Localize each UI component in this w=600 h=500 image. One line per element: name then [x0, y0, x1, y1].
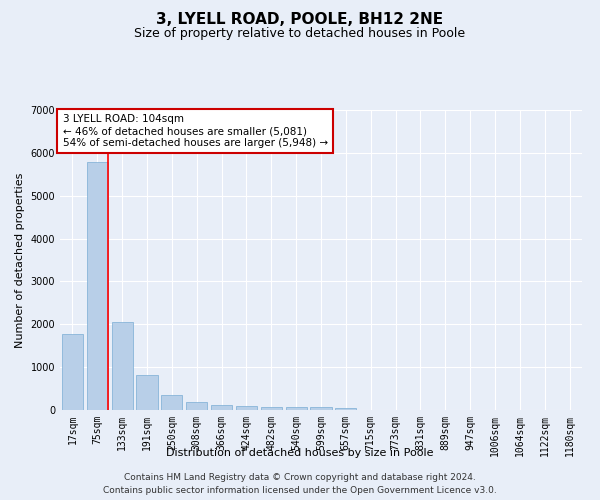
Bar — [261, 406, 282, 410]
Text: Size of property relative to detached houses in Poole: Size of property relative to detached ho… — [134, 28, 466, 40]
Text: 3, LYELL ROAD, POOLE, BH12 2NE: 3, LYELL ROAD, POOLE, BH12 2NE — [157, 12, 443, 28]
Bar — [62, 334, 83, 410]
Y-axis label: Number of detached properties: Number of detached properties — [15, 172, 25, 348]
Text: 3 LYELL ROAD: 104sqm
← 46% of detached houses are smaller (5,081)
54% of semi-de: 3 LYELL ROAD: 104sqm ← 46% of detached h… — [62, 114, 328, 148]
Bar — [236, 406, 257, 410]
Bar — [87, 162, 108, 410]
Bar — [161, 396, 182, 410]
Text: Distribution of detached houses by size in Poole: Distribution of detached houses by size … — [166, 448, 434, 458]
Bar — [286, 407, 307, 410]
Bar — [136, 375, 158, 410]
Bar — [211, 406, 232, 410]
Bar — [186, 402, 207, 410]
Bar — [310, 408, 332, 410]
Bar — [112, 322, 133, 410]
Text: Contains HM Land Registry data © Crown copyright and database right 2024.
Contai: Contains HM Land Registry data © Crown c… — [103, 474, 497, 495]
Bar — [335, 408, 356, 410]
